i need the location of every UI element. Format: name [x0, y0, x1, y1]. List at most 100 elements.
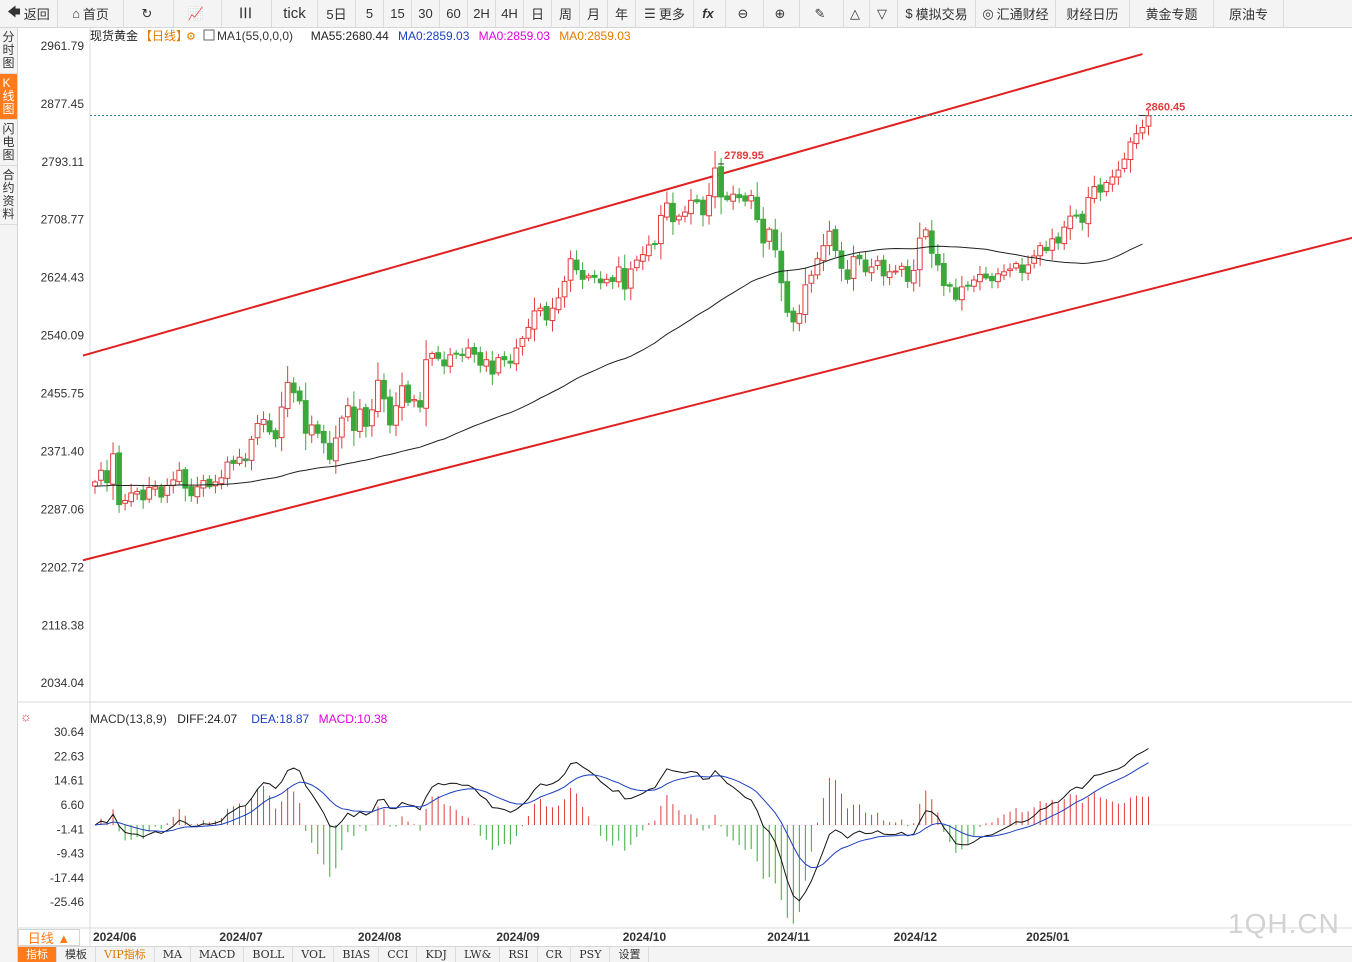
candle-body	[302, 400, 309, 434]
macd-tick-label: -1.41	[57, 822, 85, 836]
candle-body	[772, 229, 779, 251]
candle-body	[688, 199, 694, 215]
toolbar-item-label: 首页	[82, 7, 109, 22]
candle-body	[158, 486, 165, 498]
candle-body	[928, 230, 935, 254]
toolbar-item-15[interactable]: 月	[580, 0, 608, 27]
date-tick-label: 2024/08	[358, 930, 402, 944]
price-tick-label: 2202.72	[41, 560, 85, 574]
toolbar-item-28[interactable]: 原油专	[1214, 0, 1284, 27]
toolbar-item-23[interactable]: ▽	[870, 0, 898, 27]
toolbar-item-9[interactable]: 30	[412, 0, 440, 27]
toolbar-item-11[interactable]: 2H	[468, 0, 496, 27]
triangle-up-icon: △	[850, 5, 860, 21]
period-select-button[interactable]: 日线 ▲	[18, 929, 80, 946]
candle-body	[1067, 215, 1074, 230]
candle-body	[664, 202, 670, 218]
toolbar-item-3[interactable]: 📈	[174, 0, 222, 27]
toolbar-item-label: 60	[446, 6, 461, 21]
toolbar-item-8[interactable]: 15	[384, 0, 412, 27]
date-tick-label: 2024/12	[894, 930, 938, 944]
toolbar-item-4[interactable]: ┃┃┃	[222, 0, 272, 27]
toolbar-item-25[interactable]: ◎ 汇通财经	[976, 0, 1056, 27]
date-tick-label: 2024/07	[219, 930, 263, 944]
indicator-tab-9[interactable]: KDJ	[417, 947, 456, 962]
candle-body	[1133, 133, 1140, 145]
toolbar-item-5[interactable]: tick	[272, 0, 318, 27]
sidebar-item-2[interactable]: 闪 电 图	[0, 120, 17, 166]
toolbar-item-16[interactable]: 年	[608, 0, 636, 27]
indicator-tab-2[interactable]: VIP指标	[96, 947, 155, 962]
toolbar-item-18[interactable]: fx	[694, 0, 726, 27]
candle-body	[236, 456, 243, 464]
chart-area[interactable]: 2789.95 2860.45 2961.79 2877.45 2793.11 2708…	[18, 28, 1352, 946]
indicator-tab-6[interactable]: VOL	[293, 947, 335, 962]
candle-body	[92, 481, 98, 487]
candle-body	[471, 347, 478, 355]
toolbar-item-6[interactable]: 5日	[318, 0, 356, 27]
candle-body	[218, 477, 225, 485]
toolbar-item-2[interactable]: ↻	[124, 0, 174, 27]
candle-body	[459, 353, 466, 357]
candle-body	[350, 406, 357, 431]
instrument-name: 现货黄金	[90, 28, 138, 43]
indicator-tab-4[interactable]: MACD	[191, 947, 245, 962]
candle-body	[411, 399, 417, 402]
indicator-tab-0[interactable]: 指标	[18, 947, 57, 962]
sidebar-item-1[interactable]: K 线 图	[0, 74, 17, 120]
candle-body	[266, 420, 273, 433]
candle-body	[495, 357, 502, 374]
indicator-tab-3[interactable]: MA	[155, 947, 191, 962]
macd-settings-icon[interactable]: ☼	[20, 709, 32, 724]
candle-body	[110, 453, 116, 485]
toolbar-item-24[interactable]: $ 模拟交易	[898, 0, 976, 27]
indicator-tab-8[interactable]: CCI	[379, 947, 418, 962]
indicator-tab-7[interactable]: BIAS	[334, 947, 380, 962]
sidebar-item-3[interactable]: 合 约 资 料	[0, 166, 17, 225]
toolbar-item-19[interactable]: ⊖	[726, 0, 764, 27]
watermark-logo: 1QH.CN	[1228, 908, 1340, 939]
toolbar-item-27[interactable]: 黄金专题	[1130, 0, 1214, 27]
indicator-tab-10[interactable]: LW&	[456, 947, 501, 962]
indicator-tab-14[interactable]: 设置	[610, 947, 650, 962]
toolbar-item-26[interactable]: 财经日历	[1056, 0, 1130, 27]
candle-body	[429, 353, 436, 359]
candle-body	[784, 281, 791, 313]
price-tick-label: 2877.45	[41, 97, 85, 111]
ma-legend-item: MA1(55,0,0,0)	[217, 29, 293, 43]
toolbar-item-13[interactable]: 日	[524, 0, 552, 27]
indicator-tab-12[interactable]: CR	[538, 947, 572, 962]
toolbar-item-10[interactable]: 60	[440, 0, 468, 27]
candle-body	[754, 196, 761, 221]
toolbar-item-1[interactable]: ⌂ 首页	[58, 0, 124, 27]
toolbar-item-22[interactable]: △	[844, 0, 870, 27]
toolbar-item-17[interactable]: ☰ 更多	[636, 0, 694, 27]
indicator-tab-11[interactable]: RSI	[500, 947, 538, 962]
candle-body	[537, 307, 544, 312]
candle-body	[465, 347, 472, 358]
macd-legend-item: MACD(13,8,9)	[90, 712, 167, 726]
toolbar-item-20[interactable]: ⊕	[764, 0, 800, 27]
toolbar-item-12[interactable]: 4H	[496, 0, 524, 27]
indicator-tab-5[interactable]: BOLL	[244, 947, 294, 962]
toolbar-item-21[interactable]: ✎	[800, 0, 844, 27]
candle-body	[128, 492, 135, 503]
candle-body	[230, 459, 237, 464]
toolbar-item-label: tick	[283, 5, 306, 22]
toolbar-item-14[interactable]: 周	[552, 0, 580, 27]
indicator-tab-13[interactable]: PSY	[571, 947, 611, 962]
indicator-tab-1[interactable]: 模板	[57, 947, 96, 962]
sidebar-item-0[interactable]: 分 时 图	[0, 28, 17, 74]
candle-body	[940, 263, 947, 287]
candle-body	[320, 431, 327, 444]
candle-body	[513, 347, 520, 365]
candle-body	[441, 359, 448, 367]
price-tick-label: 2034.04	[41, 676, 85, 690]
settings-gear-icon[interactable]: ⚙	[186, 31, 196, 43]
toolbar-item-0[interactable]: 🡄 返回	[0, 0, 58, 27]
toolbar-item-label: 2H	[473, 6, 490, 21]
toolbar-item-7[interactable]: 5	[356, 0, 384, 27]
candle-body	[682, 211, 688, 217]
back-arrow-icon: 🡄	[7, 3, 21, 19]
candle-body	[182, 469, 189, 489]
